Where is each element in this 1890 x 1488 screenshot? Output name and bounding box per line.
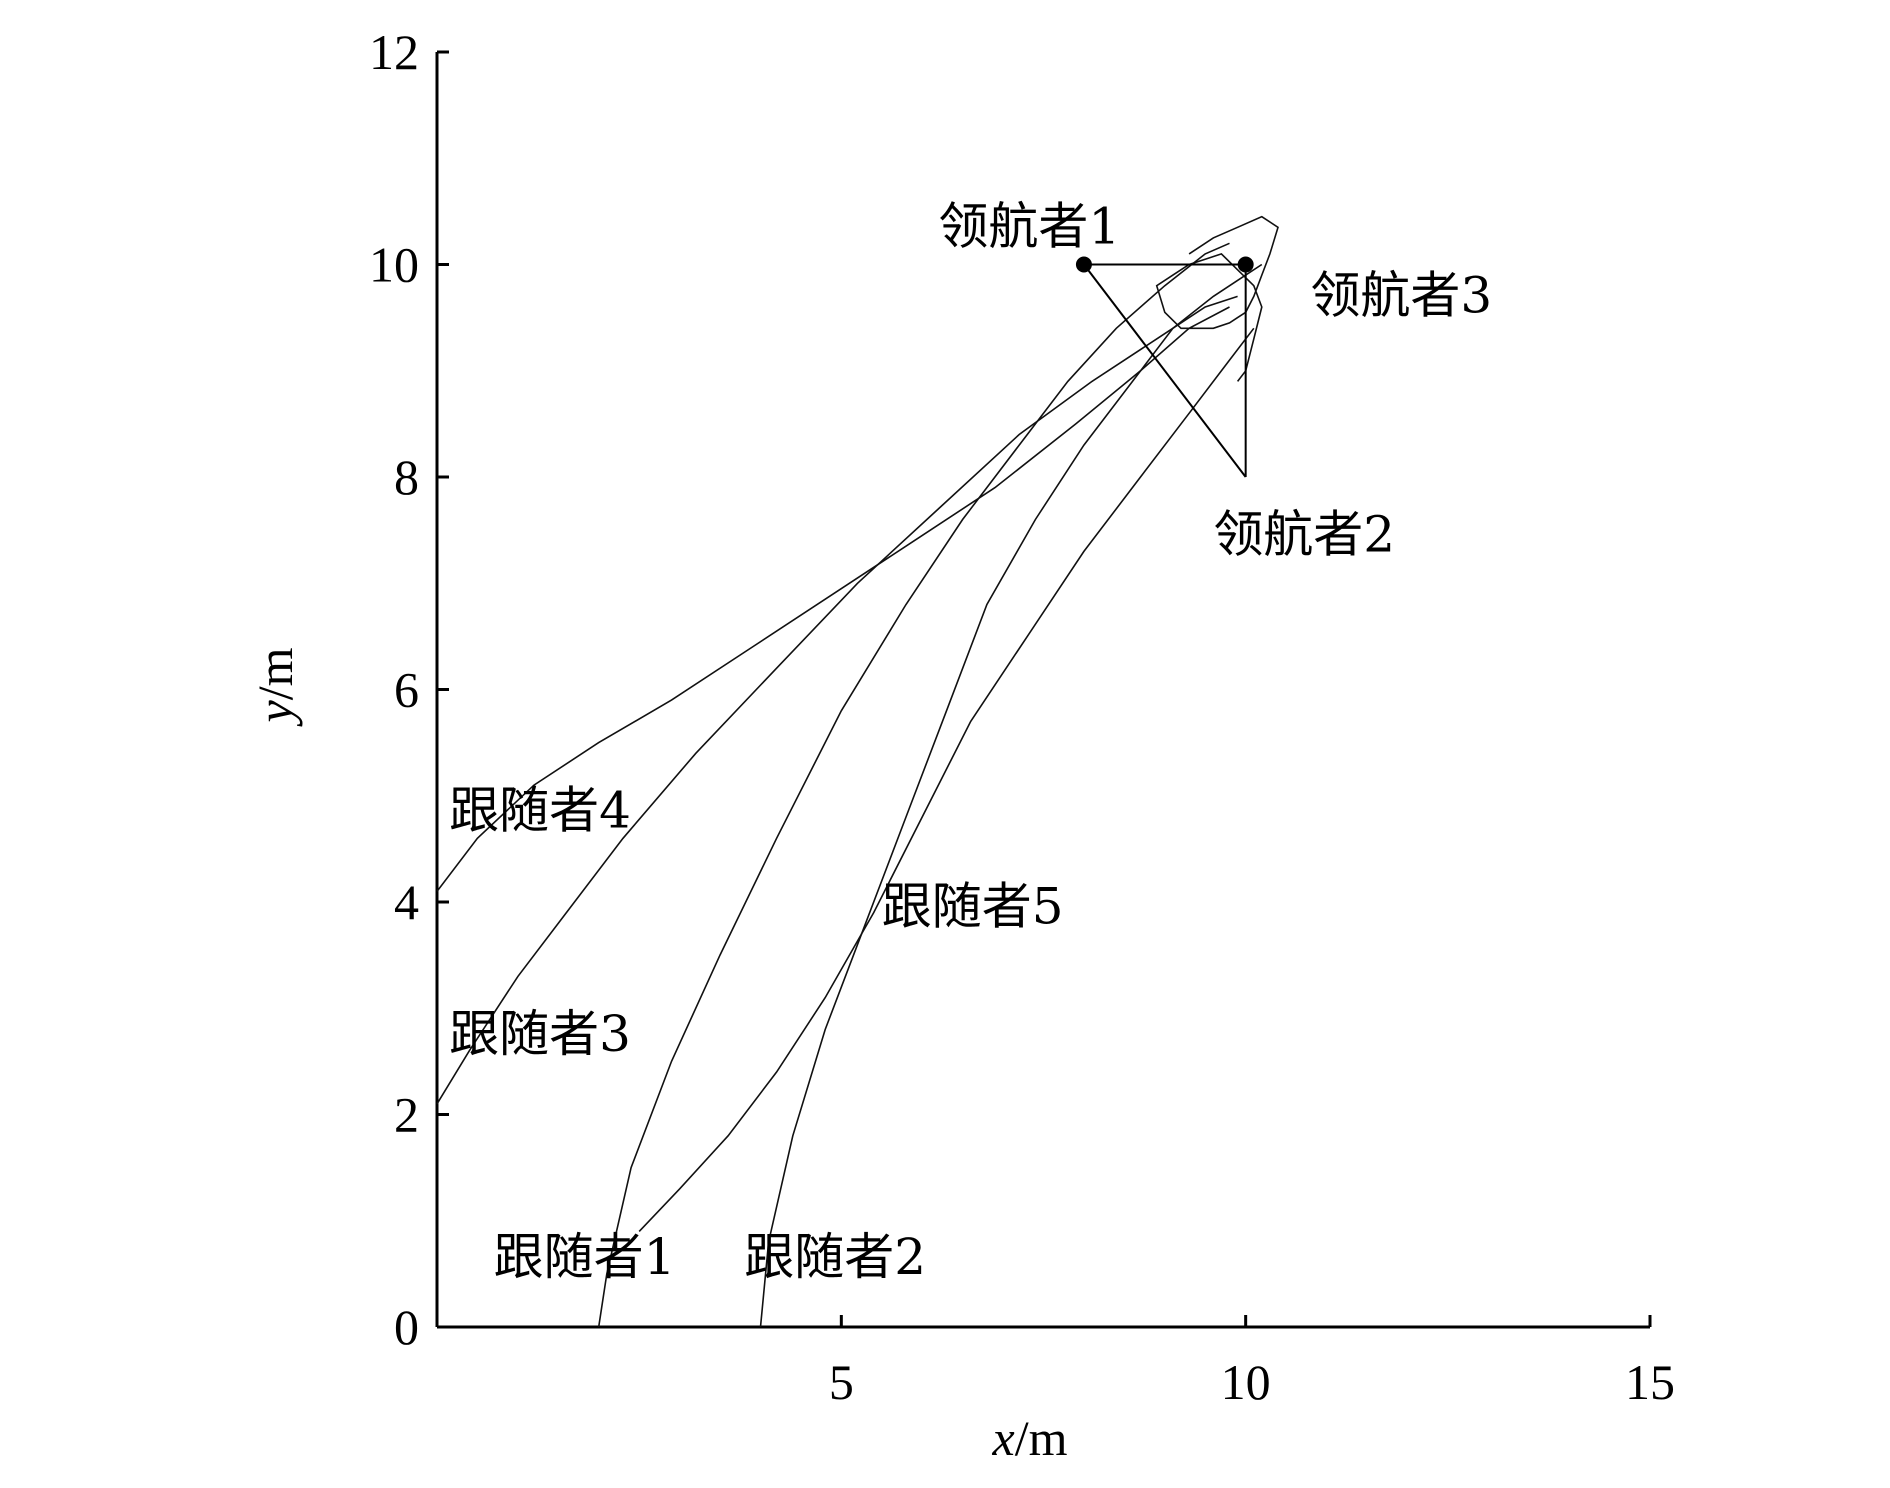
x-tick-label-1: 10: [1221, 1354, 1271, 1410]
annotation-8: 跟随者2: [744, 1228, 926, 1286]
x-tick-label-0: 5: [829, 1354, 854, 1410]
follower-trajectory-1: [597, 242, 1230, 1328]
annotation-5: 跟随者3: [449, 1005, 631, 1063]
leader-point-2: [1237, 256, 1254, 273]
annotation-6: 跟随者5: [882, 877, 1064, 935]
y-tick-label-4: 8: [394, 449, 419, 505]
follower-trajectory-2: [759, 263, 1263, 1328]
leader-formation-trace: [1155, 215, 1279, 382]
y-tick-label-0: 0: [394, 1299, 419, 1355]
follower-trajectory-5: [638, 327, 1255, 1232]
y-tick-label-1: 2: [394, 1087, 419, 1143]
x-tick-label-2: 15: [1625, 1354, 1675, 1410]
x-axis-variable: x: [992, 1410, 1015, 1466]
leader-formation: [1075, 256, 1254, 478]
y-axis-label: y/m: [247, 647, 303, 727]
x-axis-unit: /m: [1015, 1410, 1068, 1466]
annotation-1: 领航者1: [938, 197, 1120, 255]
annotation-2: 领航者3: [1310, 266, 1492, 324]
trajectory-annotations: 领航者1 领航者3 领航者2 跟随者4 跟随者3 跟随者5 跟随者1 跟随者2: [449, 197, 1492, 1286]
follower-trajectory-4: [436, 306, 1230, 892]
follower-trajectory-3: [436, 295, 1238, 1105]
y-axis-variable: y: [247, 700, 303, 728]
tick-labels: 5 10 15 0 2 4 6 8 10 12: [369, 24, 1675, 1410]
y-tick-label-3: 6: [394, 662, 419, 718]
annotation-7: 跟随者1: [494, 1228, 676, 1286]
leader-point-1: [1075, 256, 1092, 273]
annotation-3: 领航者2: [1213, 505, 1395, 563]
leader-trace-line: [1155, 215, 1279, 382]
tick-marks: [437, 50, 1652, 1329]
annotation-4: 跟随者4: [449, 782, 631, 840]
y-axis-unit: /m: [247, 647, 303, 700]
y-tick-label-5: 10: [369, 237, 419, 293]
x-axis-label: x/m: [992, 1410, 1068, 1466]
y-tick-label-2: 4: [394, 874, 419, 930]
y-tick-label-6: 12: [369, 24, 419, 80]
formation-edge-3: [1083, 263, 1247, 478]
